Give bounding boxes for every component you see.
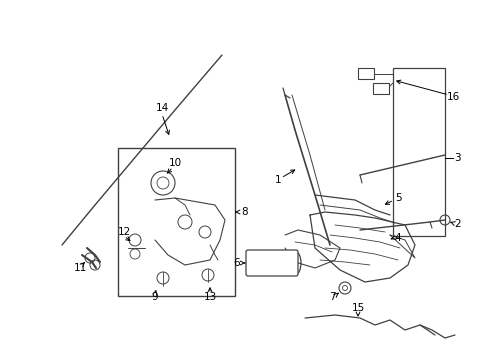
Text: 2: 2	[454, 219, 460, 229]
Text: 14: 14	[155, 103, 168, 113]
Text: 12: 12	[117, 227, 130, 237]
Bar	[118, 148, 235, 296]
Text: 4: 4	[394, 233, 401, 243]
Text: 5: 5	[394, 193, 401, 203]
Text: 16: 16	[446, 92, 459, 102]
Text: 1: 1	[274, 175, 281, 185]
Text: 9: 9	[151, 292, 158, 302]
Bar	[372, 83, 388, 94]
Text: 11: 11	[73, 263, 86, 273]
Text: 15: 15	[351, 303, 364, 313]
Bar	[357, 68, 373, 79]
FancyBboxPatch shape	[245, 250, 297, 276]
Text: 3: 3	[453, 153, 459, 163]
Text: 8: 8	[241, 207, 248, 217]
Text: 6: 6	[233, 258, 240, 268]
Bar	[392, 68, 444, 236]
Circle shape	[157, 177, 169, 189]
Text: 13: 13	[203, 292, 216, 302]
Text: 7: 7	[328, 292, 335, 302]
Text: 10: 10	[168, 158, 181, 168]
